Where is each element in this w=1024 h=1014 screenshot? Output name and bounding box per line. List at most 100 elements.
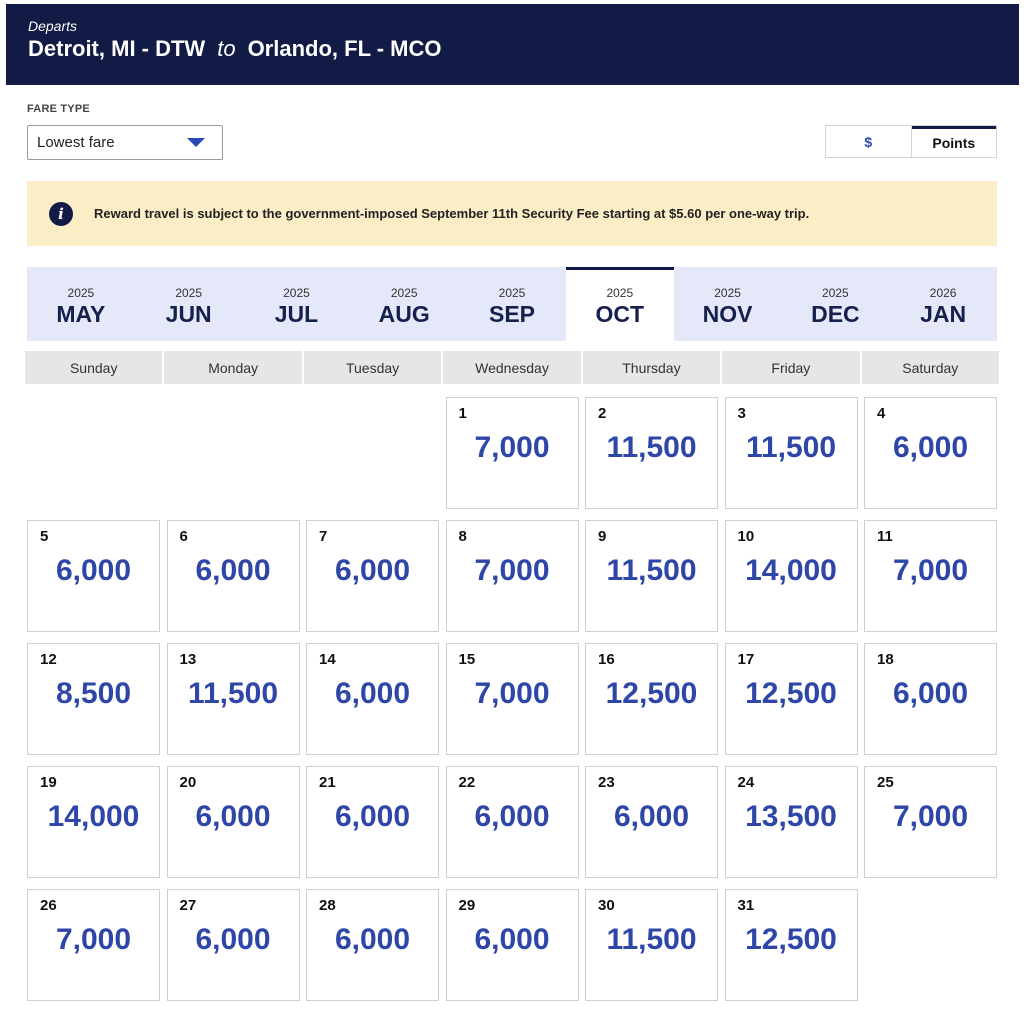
month-tab-jan[interactable]: 2026 JAN [889,267,997,341]
info-icon: i [49,201,73,226]
calendar-day-11[interactable]: 11 7,000 [864,520,997,632]
day-number: 27 [179,897,197,914]
month-year: 2025 [714,286,741,300]
calendar-day-12[interactable]: 12 8,500 [27,643,160,755]
points-price: 6,000 [334,923,411,956]
points-price: 7,000 [474,677,550,710]
month-name: JUL [274,301,319,327]
origin-city: Detroit, MI - DTW [28,36,206,61]
day-number: 21 [319,774,336,791]
weekday-saturday: Saturday [861,351,999,384]
day-number: 13 [179,651,197,668]
month-tab-jun[interactable]: 2025 JUN [135,267,243,341]
destination-city: Orlando, FL - MCO [247,36,442,61]
day-number: 16 [598,651,615,668]
day-number: 11 [877,528,893,545]
month-year: 2025 [283,286,310,300]
calendar-day-15[interactable]: 15 7,000 [445,643,579,755]
points-price: 6,000 [195,923,271,956]
weekday-tuesday: Tuesday [303,351,442,384]
departs-label: Departs [28,18,78,34]
month-year: 2025 [175,286,203,300]
points-price: 13,500 [745,800,837,833]
calendar-day-31[interactable]: 31 12,500 [724,889,858,1001]
calendar-day-29[interactable]: 29 6,000 [445,889,579,1001]
calendar-day-6[interactable]: 6 6,000 [166,520,300,632]
month-year: 2026 [929,286,957,300]
month-tab-dec[interactable]: 2025 DEC [781,267,889,341]
weekday-thursday: Thursday [582,351,721,384]
route-connector: to [217,36,236,61]
points-price: 8,500 [55,677,132,710]
calendar-day-14[interactable]: 14 6,000 [306,643,439,755]
points-price: 6,000 [474,923,550,956]
points-price: 7,000 [892,554,969,587]
calendar-day-25[interactable]: 25 7,000 [864,766,997,878]
points-price: 7,000 [892,800,969,833]
fare-type-dropdown[interactable]: Lowest fare [27,125,223,160]
day-number: 29 [458,897,476,914]
chevron-down-icon [187,138,205,147]
calendar-day-10[interactable]: 10 14,000 [724,520,858,632]
dollar-option[interactable]: $ [826,126,912,157]
calendar-day-4[interactable]: 4 6,000 [864,397,997,509]
weekday-friday: Friday [722,351,860,384]
calendar-day-20[interactable]: 20 6,000 [166,766,300,878]
points-price: 6,000 [195,554,271,587]
day-number: 2 [598,405,607,422]
points-price: 11,500 [745,431,837,464]
currency-toggle: $ Points [825,125,997,158]
points-price: 11,500 [606,431,697,464]
month-tab-nov[interactable]: 2025 NOV [674,267,782,341]
calendar-day-30[interactable]: 30 11,500 [585,889,718,1001]
weekday-header: Sunday Monday Tuesday Wednesday Thursday Frid… [25,351,999,384]
month-tab-aug[interactable]: 2025 AUG [350,267,458,341]
day-number: 4 [877,405,886,422]
points-price: 7,000 [474,431,550,464]
calendar-day-21[interactable]: 21 6,000 [306,766,439,878]
calendar-day-13[interactable]: 13 11,500 [166,643,300,755]
calendar-day-16[interactable]: 16 12,500 [585,643,718,755]
calendar-grid: 1 7,000 2 11,500 3 11,500 4 6,000 5 6,000 6 6,000 7 6… [27,397,997,1001]
calendar-day-22[interactable]: 22 6,000 [445,766,579,878]
day-number: 7 [319,528,328,545]
day-number: 6 [179,528,188,545]
day-number: 24 [737,774,755,791]
month-year: 2025 [498,286,526,300]
day-number: 18 [877,651,894,668]
security-fee-notice: i Reward travel is subject to the govern… [27,181,997,246]
month-tab-sep[interactable]: 2025 SEP [458,267,566,341]
points-price: 12,500 [745,677,837,710]
month-tab-may[interactable]: 2025 MAY [27,267,135,341]
day-number: 15 [458,651,476,668]
calendar-day-5[interactable]: 5 6,000 [27,520,160,632]
fare-type-label: FARE TYPE [27,103,90,115]
calendar-day-9[interactable]: 9 11,500 [585,520,718,632]
calendar-day-19[interactable]: 19 14,000 [27,766,160,878]
points-price: 6,000 [474,800,550,833]
calendar-day-24[interactable]: 24 13,500 [724,766,858,878]
calendar-day-3[interactable]: 3 11,500 [724,397,858,509]
month-name: DEC [811,301,860,327]
month-year: 2025 [390,286,418,300]
day-number: 10 [737,528,755,545]
points-price: 6,000 [613,800,690,833]
calendar-day-28[interactable]: 28 6,000 [306,889,439,1001]
calendar-day-27[interactable]: 27 6,000 [166,889,300,1001]
month-tab-oct[interactable]: 2025 OCT [565,267,674,341]
month-name: NOV [702,301,753,327]
calendar-day-8[interactable]: 8 7,000 [445,520,579,632]
route-title: Detroit, MI - DTW to Orlando, FL - MCO [28,36,1019,62]
calendar-day-26[interactable]: 26 7,000 [27,889,160,1001]
calendar-day-23[interactable]: 23 6,000 [585,766,718,878]
calendar-day-2[interactable]: 2 11,500 [585,397,718,509]
points-price: 6,000 [892,677,969,710]
calendar-day-17[interactable]: 17 12,500 [724,643,858,755]
calendar-day-1[interactable]: 1 7,000 [445,397,579,509]
calendar-day-7[interactable]: 7 6,000 [306,520,439,632]
month-tab-jul[interactable]: 2025 JUL [243,267,351,341]
points-option[interactable]: Points [911,126,996,157]
calendar-day-18[interactable]: 18 6,000 [864,643,997,755]
month-name: JAN [920,301,967,327]
points-price: 7,000 [474,554,550,587]
